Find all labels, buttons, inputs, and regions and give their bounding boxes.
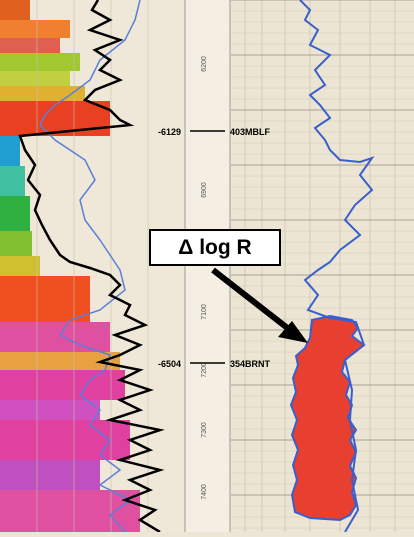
callout-arrow	[211, 267, 308, 343]
depth-tick-label: 7400	[201, 484, 208, 500]
gamma-track-grid	[36, 0, 149, 532]
porosity-curve	[39, 0, 141, 533]
depth-tick-label: 7100	[201, 304, 208, 320]
formation-top-name: 403MBLF	[230, 127, 271, 137]
callout-label: Δ log R	[178, 235, 252, 259]
formation-top-403mblf: -6129 403MBLF	[158, 127, 271, 137]
resistivity-curve	[299, 0, 375, 533]
formation-top-subsea: -6129	[158, 127, 181, 137]
formation-top-subsea: -6504	[158, 359, 181, 369]
lithology-fill	[0, 0, 140, 532]
depth-scale: 6200 6900 7100 7200 7300 7400	[201, 56, 208, 500]
gamma-ray-curve	[18, 0, 165, 534]
formation-top-354brnt: -6504 354BRNT	[158, 359, 271, 369]
depth-tick-label: 6200	[201, 56, 208, 72]
formation-top-name: 354BRNT	[230, 359, 271, 369]
depth-tick-label: 7200	[201, 362, 208, 378]
delta-log-r-callout: Δ log R	[149, 229, 281, 266]
depth-tick-label: 6900	[201, 182, 208, 198]
depth-tick-label: 7300	[201, 422, 208, 438]
depth-track-background	[185, 0, 230, 532]
